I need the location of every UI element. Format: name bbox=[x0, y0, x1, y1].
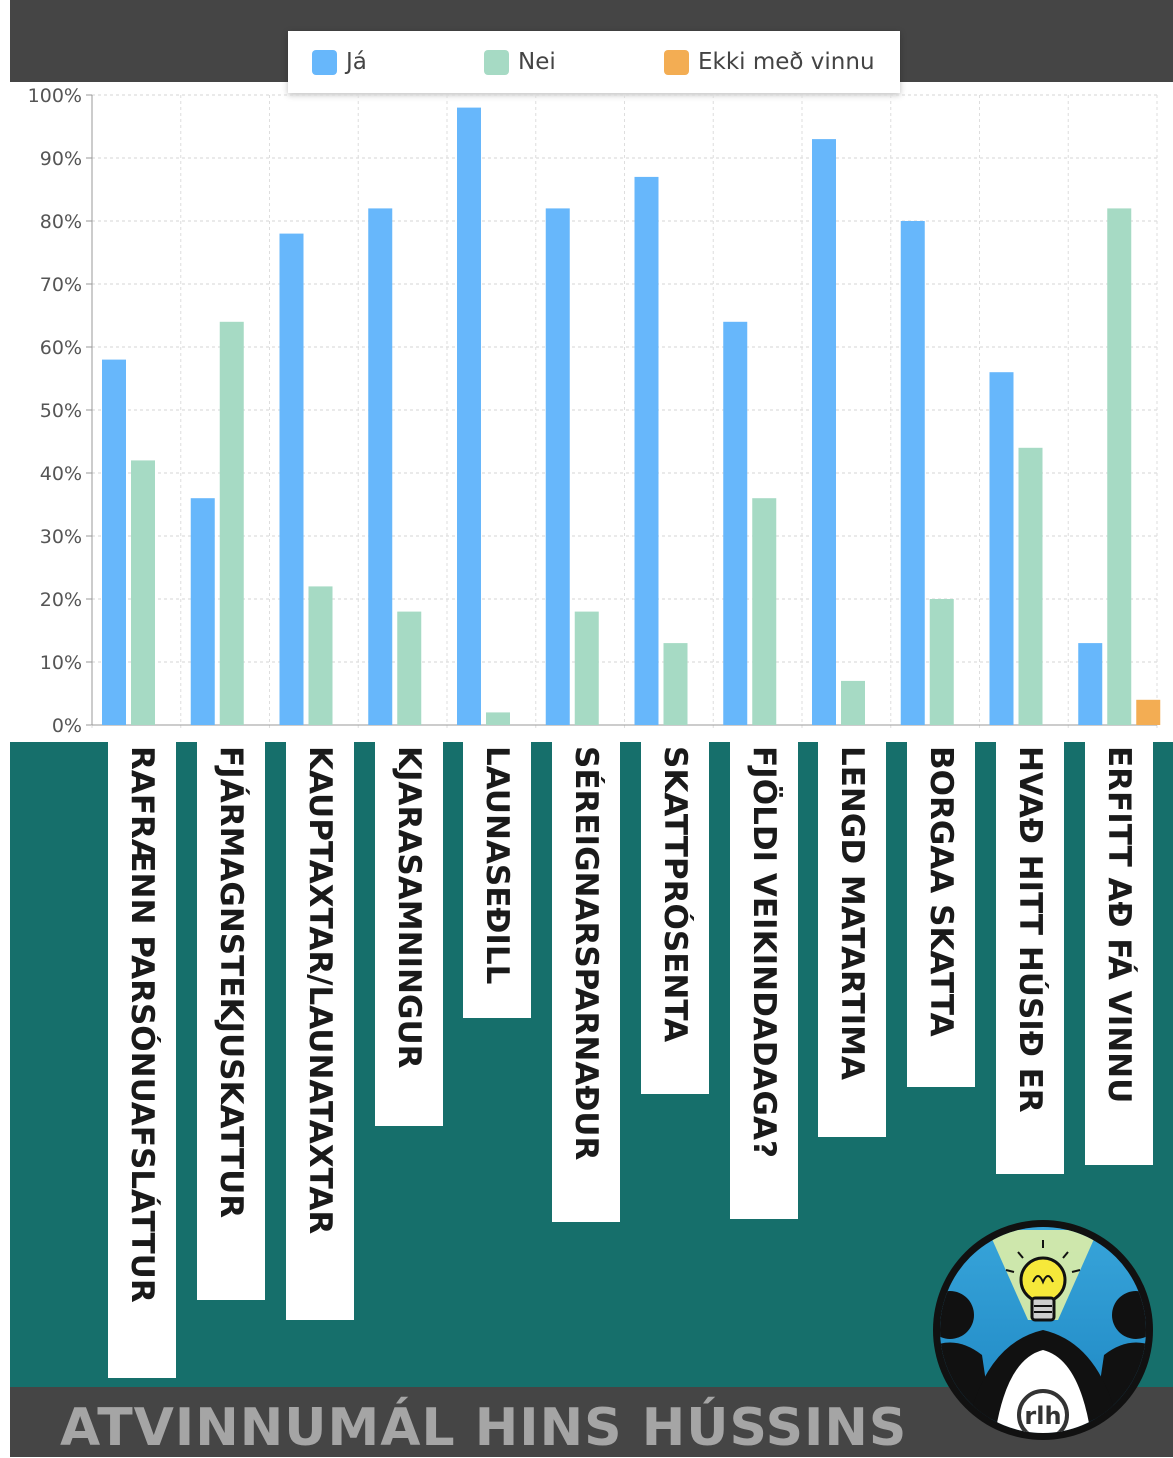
category-label: KJARASAMNINGUR bbox=[390, 746, 427, 1069]
bar-chart: 0% 10% 20% 30% 40% 50% 60% 70% 80% 90% 100% bbox=[28, 85, 1161, 737]
bar-ja-12 bbox=[1078, 643, 1103, 725]
legend-swatch-ja bbox=[312, 49, 337, 75]
category-label-card: LENGD MATARTIMA bbox=[818, 738, 887, 1137]
left-margin bbox=[0, 0, 10, 1457]
category-label: RAFRÆNN PARSÓNUAFSLÁTTUR bbox=[124, 746, 161, 1303]
legend-item-nei: Nei bbox=[484, 45, 556, 79]
bar-nei-11 bbox=[1018, 447, 1043, 725]
category-label: HVAÐ HITT HÚSIÐ ER bbox=[1011, 746, 1048, 1113]
category-label: LENGD MATARTIMA bbox=[834, 746, 871, 1081]
category-label: SÉREIGNARSPARNAÐUR bbox=[568, 746, 605, 1161]
y-tick-label: 20% bbox=[40, 589, 82, 611]
bar-nei-7 bbox=[663, 643, 688, 725]
legend-label-ja: Já bbox=[346, 49, 367, 75]
category-label-card: KJARASAMNINGUR bbox=[374, 738, 443, 1126]
category-label-card: HVAÐ HITT HÚSIÐ ER bbox=[995, 738, 1064, 1174]
category-label-card: SKATTPRÓSENTA bbox=[640, 738, 709, 1094]
category-label-card: BORGAA SKATTA bbox=[907, 738, 976, 1087]
category-label-card: KAUPTAXTAR/LAUNATAXTAR bbox=[285, 738, 354, 1320]
bar-nei-1 bbox=[131, 460, 155, 725]
bar-ja-8 bbox=[723, 321, 748, 725]
y-tick-label: 10% bbox=[40, 652, 82, 674]
category-label: SKATTPRÓSENTA bbox=[656, 746, 693, 1043]
category-label: KAUPTAXTAR/LAUNATAXTAR bbox=[301, 746, 338, 1235]
bar-ja-6 bbox=[545, 208, 570, 725]
legend-swatch-nei bbox=[484, 49, 509, 75]
category-label-card: FJÁRMAGNSTEKJUSKATTUR bbox=[197, 738, 266, 1300]
hitt-husid-logo: rlh bbox=[933, 1220, 1153, 1440]
bar-nei-5 bbox=[486, 712, 510, 725]
bar-ja-5 bbox=[457, 107, 481, 726]
legend-label-nei: Nei bbox=[518, 49, 556, 75]
bar-ja-9 bbox=[812, 139, 836, 726]
category-label: LAUNASEÐILL bbox=[479, 746, 516, 985]
category-label-card: ERFITT AÐ FÁ VINNU bbox=[1084, 738, 1153, 1165]
bar-nei-12 bbox=[1107, 208, 1132, 725]
bar-ja-11 bbox=[989, 372, 1014, 725]
bar-ja-2 bbox=[190, 498, 215, 725]
bar-nei-10 bbox=[929, 599, 954, 725]
category-label-card: FJÖLDI VEIKINDADAGA? bbox=[729, 738, 798, 1219]
y-tick-label: 90% bbox=[40, 148, 82, 170]
bar-nei-8 bbox=[752, 498, 777, 725]
bar-ja-7 bbox=[634, 176, 659, 725]
bar-nei-2 bbox=[219, 321, 244, 725]
footer-title: ATVINNUMÁL HINS HÚSSINS bbox=[60, 1398, 908, 1458]
chart-legend: Já Nei Ekki með vinnu bbox=[288, 31, 900, 93]
category-label-card: LAUNASEÐILL bbox=[463, 738, 532, 1018]
legend-item-ekki: Ekki með vinnu bbox=[664, 45, 875, 79]
logo-text: rlh bbox=[1024, 1402, 1061, 1430]
y-tick-label: 100% bbox=[28, 85, 82, 107]
y-tick-label: 40% bbox=[40, 463, 82, 485]
bar-ja-4 bbox=[368, 208, 393, 725]
y-tick-label: 30% bbox=[40, 526, 82, 548]
bar-nei-6 bbox=[574, 611, 599, 725]
legend-swatch-ekki bbox=[664, 49, 689, 75]
bar-nei-9 bbox=[841, 680, 865, 725]
bar-nei-4 bbox=[397, 611, 422, 725]
category-label: BORGAA SKATTA bbox=[923, 746, 960, 1037]
bar-nei-3 bbox=[308, 586, 333, 725]
y-tick-label: 60% bbox=[40, 337, 82, 359]
lightbulb-icon bbox=[1005, 1240, 1081, 1322]
bar-ja-3 bbox=[279, 233, 304, 725]
bar-ekki-12 bbox=[1136, 699, 1161, 725]
category-label-card: SÉREIGNARSPARNAÐUR bbox=[552, 738, 621, 1222]
y-tick-label: 70% bbox=[40, 274, 82, 296]
category-label: ERFITT AÐ FÁ VINNU bbox=[1100, 746, 1137, 1104]
category-label: FJÁRMAGNSTEKJUSKATTUR bbox=[213, 746, 250, 1219]
y-tick-label: 80% bbox=[40, 211, 82, 233]
legend-item-ja: Já bbox=[312, 45, 367, 79]
legend-label-ekki: Ekki með vinnu bbox=[698, 49, 875, 75]
category-label-card: RAFRÆNN PARSÓNUAFSLÁTTUR bbox=[108, 738, 177, 1378]
bar-ja-10 bbox=[900, 221, 925, 725]
category-label: FJÖLDI VEIKINDADAGA? bbox=[745, 746, 782, 1158]
y-tick-label: 50% bbox=[40, 400, 82, 422]
bar-ja-1 bbox=[102, 359, 126, 725]
y-tick-label: 0% bbox=[52, 715, 82, 737]
